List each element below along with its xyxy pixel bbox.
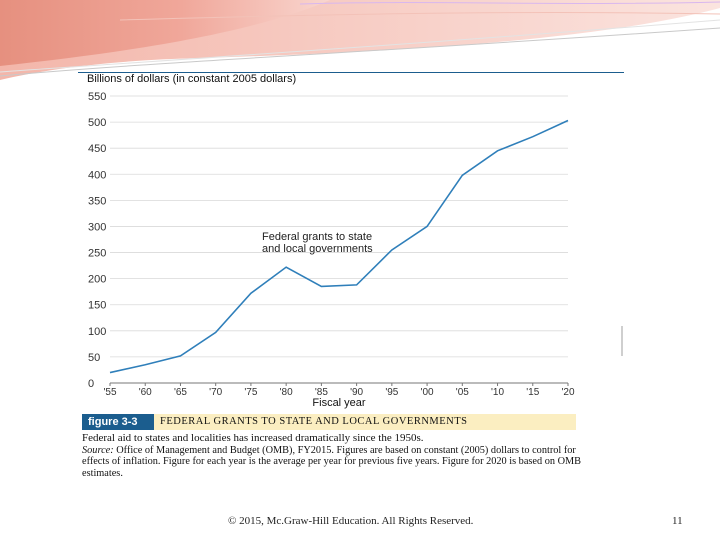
y-tick-label: 50 — [88, 352, 100, 364]
x-tick-label: '95 — [385, 387, 398, 398]
caption-lead: Federal aid to states and localities has… — [82, 432, 424, 444]
x-tick-label: '10 — [491, 387, 504, 398]
decorative-banner — [0, 0, 720, 80]
series-annotation-line-1: Federal grants to state — [262, 231, 372, 243]
x-tick-label: '15 — [526, 387, 539, 398]
x-tick-label: '60 — [139, 387, 152, 398]
x-tick-label: '80 — [280, 387, 293, 398]
y-axis-label: Billions of dollars (in constant 2005 do… — [87, 73, 296, 85]
y-tick-label: 0 — [88, 378, 94, 390]
x-tick-label: '75 — [244, 387, 257, 398]
y-tick-label: 500 — [88, 117, 106, 129]
caption-source: Source: Office of Management and Budget … — [82, 445, 582, 480]
y-tick-label: 550 — [88, 91, 106, 103]
x-axis-ticks: '55 '60 '65 '70 '75 '80 '85 '90 '95 '00 '05 '10 '15 '… — [103, 383, 575, 398]
x-tick-label: '05 — [456, 387, 469, 398]
series-annotation-line-2: and local governments — [262, 243, 373, 255]
y-tick-label: 150 — [88, 300, 106, 312]
divider-mark — [621, 326, 623, 356]
x-tick-label: '20 — [561, 387, 574, 398]
figure-label: figure 3-3 — [82, 414, 154, 430]
y-tick-label: 300 — [88, 221, 106, 233]
page-number: 11 — [672, 515, 683, 527]
y-axis-ticks: 0 50 100 150 200 250 300 350 400 450 500 550 — [88, 91, 106, 390]
slide-footer: © 2015, Mc.Graw-Hill Education. All Righ… — [0, 515, 720, 531]
x-tick-label: '90 — [350, 387, 363, 398]
x-tick-label: '85 — [315, 387, 328, 398]
y-tick-label: 450 — [88, 143, 106, 155]
figure-caption: Federal aid to states and localities has… — [82, 432, 582, 480]
y-tick-label: 200 — [88, 274, 106, 286]
chart-gridlines — [110, 95, 568, 358]
source-label: Source: — [82, 444, 114, 456]
x-tick-label: '00 — [421, 387, 434, 398]
x-axis-label: Fiscal year — [312, 397, 366, 409]
series-line — [109, 119, 569, 374]
x-tick-label: '65 — [174, 387, 187, 398]
figure-title-bar: figure 3-3 FEDERAL GRANTS TO STATE AND L… — [82, 414, 576, 430]
figure-title: FEDERAL GRANTS TO STATE AND LOCAL GOVERN… — [160, 416, 468, 427]
y-tick-label: 250 — [88, 248, 106, 260]
line-chart: 0 50 100 150 200 250 300 350 400 450 500 550 '55 '60… — [78, 72, 624, 409]
copyright-notice: © 2015, Mc.Graw-Hill Education. All Righ… — [228, 515, 474, 527]
x-tick-label: '70 — [209, 387, 222, 398]
y-tick-label: 350 — [88, 195, 106, 207]
y-tick-label: 100 — [88, 326, 106, 338]
source-text: Office of Management and Budget (OMB), F… — [82, 444, 582, 479]
x-tick-label: '55 — [103, 387, 116, 398]
y-tick-label: 400 — [88, 169, 106, 181]
